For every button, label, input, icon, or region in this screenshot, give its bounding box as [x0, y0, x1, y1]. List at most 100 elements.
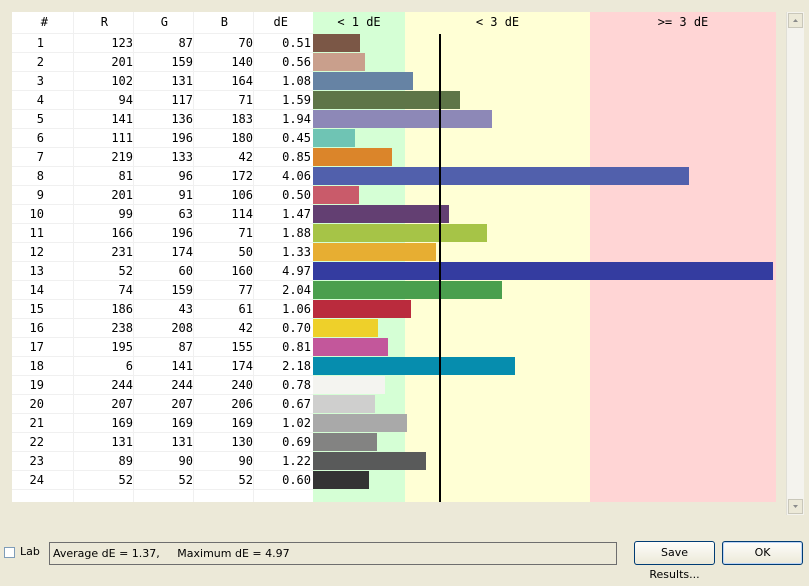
scroll-down-button[interactable]	[788, 499, 803, 514]
de-bar	[313, 110, 493, 128]
de-bar	[313, 300, 412, 318]
cell-g: 117	[171, 93, 193, 107]
cell-index: 2	[36, 55, 44, 69]
cell-b: 160	[231, 264, 253, 278]
cell-r: 74	[118, 283, 133, 297]
cell-g: 91	[178, 188, 193, 202]
cell-b: 71	[238, 226, 253, 240]
cell-de: 0.50	[282, 188, 311, 202]
cell-de: 1.59	[282, 93, 311, 107]
cell-de: 1.22	[282, 454, 311, 468]
cell-b: 114	[231, 207, 253, 221]
de-bar	[313, 471, 369, 489]
cell-index: 8	[36, 169, 44, 183]
summary-status: Average dE = 1.37, Maximum dE = 4.97	[49, 542, 617, 565]
cell-g: 196	[171, 131, 193, 145]
zone-header-2: < 3 dE	[475, 15, 520, 29]
ok-button[interactable]: OK	[722, 541, 803, 565]
cell-b: 183	[231, 112, 253, 126]
row-divider	[12, 299, 313, 300]
column-divider	[193, 12, 194, 502]
row-divider	[12, 109, 313, 110]
de-bar	[313, 72, 413, 90]
row-divider	[12, 451, 313, 452]
cell-g: 60	[178, 264, 193, 278]
cell-index: 18	[29, 359, 44, 373]
de-bar	[313, 281, 502, 299]
cell-r: 207	[111, 397, 133, 411]
cell-r: 166	[111, 226, 133, 240]
de-bar	[313, 91, 461, 109]
cell-r: 6	[125, 359, 133, 373]
cell-g: 87	[178, 36, 193, 50]
row-divider	[12, 489, 313, 490]
cell-r: 102	[111, 74, 133, 88]
column-divider	[73, 12, 74, 502]
de-bar	[313, 186, 360, 204]
de-bar	[313, 262, 773, 280]
cell-de: 0.60	[282, 473, 311, 487]
cell-b: 155	[231, 340, 253, 354]
cell-b: 174	[231, 359, 253, 373]
column-header-g: G	[160, 15, 168, 29]
cell-g: 169	[171, 416, 193, 430]
cell-de: 0.67	[282, 397, 311, 411]
cell-index: 24	[29, 473, 44, 487]
cell-index: 10	[29, 207, 44, 221]
cell-b: 240	[231, 378, 253, 392]
cell-b: 90	[238, 454, 253, 468]
row-divider	[12, 318, 313, 319]
cell-index: 1	[36, 36, 44, 50]
cell-b: 140	[231, 55, 253, 69]
row-divider	[12, 432, 313, 433]
cell-g: 159	[171, 283, 193, 297]
cell-de: 1.08	[282, 74, 311, 88]
cell-de: 1.06	[282, 302, 311, 316]
cell-r: 123	[111, 36, 133, 50]
cell-b: 169	[231, 416, 253, 430]
cell-de: 2.18	[282, 359, 311, 373]
row-divider	[12, 356, 313, 357]
de-bar	[313, 53, 365, 71]
cell-index: 16	[29, 321, 44, 335]
cell-index: 15	[29, 302, 44, 316]
cell-index: 7	[36, 150, 44, 164]
cell-index: 22	[29, 435, 44, 449]
cell-g: 208	[171, 321, 193, 335]
cell-g: 131	[171, 435, 193, 449]
de-bar	[313, 243, 437, 261]
lab-checkbox[interactable]	[4, 547, 15, 558]
cell-index: 4	[36, 93, 44, 107]
cell-b: 71	[238, 93, 253, 107]
row-divider	[12, 33, 313, 34]
zone-band-3	[590, 12, 776, 502]
cell-index: 9	[36, 188, 44, 202]
cell-index: 20	[29, 397, 44, 411]
cell-b: 180	[231, 131, 253, 145]
cell-index: 13	[29, 264, 44, 278]
row-divider	[12, 280, 313, 281]
save-results-button[interactable]: Save Results...	[634, 541, 715, 581]
cell-de: 4.06	[282, 169, 311, 183]
cell-r: 131	[111, 435, 133, 449]
cell-r: 201	[111, 55, 133, 69]
cell-index: 3	[36, 74, 44, 88]
cell-b: 42	[238, 321, 253, 335]
vertical-scrollbar[interactable]	[786, 12, 804, 515]
cell-de: 1.02	[282, 416, 311, 430]
cell-de: 0.70	[282, 321, 311, 335]
cell-de: 0.51	[282, 36, 311, 50]
de-bar	[313, 376, 386, 394]
row-divider	[12, 223, 313, 224]
de-bar	[313, 205, 449, 223]
cell-r: 195	[111, 340, 133, 354]
cell-index: 12	[29, 245, 44, 259]
cell-index: 17	[29, 340, 44, 354]
de-bar	[313, 34, 361, 52]
cell-b: 52	[238, 473, 253, 487]
column-header-de: dE	[273, 15, 288, 29]
scroll-up-button[interactable]	[788, 13, 803, 28]
cell-index: 19	[29, 378, 44, 392]
column-header-index: #	[40, 15, 48, 29]
